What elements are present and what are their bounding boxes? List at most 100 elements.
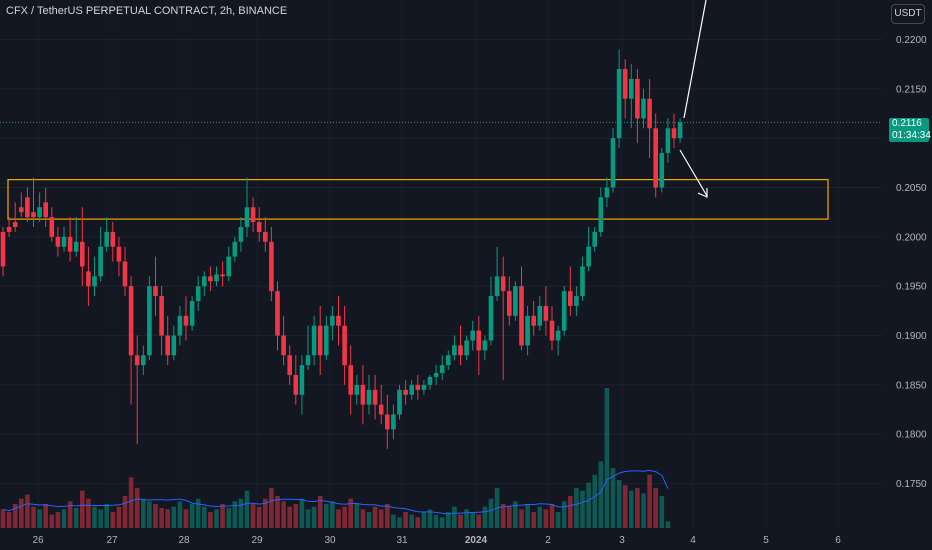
candle-body: [653, 128, 658, 188]
candle-body: [574, 296, 579, 306]
candle-body: [610, 138, 616, 188]
price-axis[interactable]: 0.22000.21500.21000.20500.20000.19500.19…: [896, 35, 927, 490]
price-tick-label: 0.2050: [896, 183, 927, 194]
volume-bar: [275, 496, 280, 528]
candle-body: [348, 365, 353, 395]
volume-bar: [177, 501, 183, 528]
volume-bar: [665, 521, 671, 528]
candle-body: [256, 222, 262, 232]
volume-bar: [86, 498, 91, 528]
candle-body: [677, 122, 683, 139]
volume-bar: [269, 488, 274, 528]
volume-bar: [214, 509, 219, 528]
candle-body: [110, 231, 116, 247]
volume-bar: [37, 509, 42, 528]
candle-body: [80, 241, 85, 267]
time-axis[interactable]: 26 27 28 29 30 31 2024 2 3 4 5 6: [32, 535, 841, 546]
candle-body: [116, 246, 122, 262]
candle-body: [98, 246, 103, 277]
candle-body: [366, 389, 372, 405]
candle-body: [616, 69, 622, 139]
candle-body: [147, 286, 152, 356]
volume-bar: [263, 498, 268, 528]
candle-body: [134, 355, 140, 366]
candle-body: [397, 389, 402, 415]
candle-body: [458, 345, 463, 356]
volume-bar: [488, 498, 494, 528]
volume-bar: [232, 501, 238, 528]
volume-bar: [171, 506, 177, 528]
volume-bar: [549, 504, 555, 528]
volume-bar: [159, 508, 164, 528]
candle-body: [214, 274, 219, 282]
time-tick-label: 30: [324, 535, 336, 546]
volume-bar: [61, 509, 67, 528]
time-tick-label: 27: [106, 535, 118, 546]
volume-bar: [446, 512, 451, 528]
volume-bar: [55, 512, 61, 528]
volume-bar: [12, 504, 18, 528]
volume-bar: [653, 488, 658, 528]
volume-bar: [482, 506, 488, 528]
candle-body: [6, 226, 12, 232]
volume-bar: [592, 474, 597, 528]
price-tick-label: 0.2000: [896, 232, 927, 243]
volume-bar: [452, 506, 457, 528]
candle-body: [183, 315, 189, 326]
candle-body: [421, 384, 427, 390]
candle-body: [220, 274, 225, 277]
candle-body: [0, 231, 6, 267]
volume-bar: [220, 504, 225, 528]
volume-bar: [397, 517, 402, 528]
volume-bar: [574, 488, 579, 528]
candle-body: [208, 276, 213, 282]
candle-body: [360, 384, 366, 405]
volume-bar: [0, 509, 6, 528]
resistance-zone[interactable]: [7, 179, 829, 220]
candle-body: [189, 301, 195, 326]
volume-bar: [354, 504, 360, 528]
volume-bar: [183, 509, 189, 528]
time-tick-label: 29: [251, 535, 263, 546]
volume-bar: [19, 498, 24, 528]
projection-arrows[interactable]: [679, 0, 708, 198]
volume-bar: [391, 514, 396, 528]
price-tick-label: 0.1800: [896, 430, 927, 441]
volume-bar: [458, 514, 463, 528]
volume-bar: [67, 501, 73, 528]
currency-button[interactable]: USDT: [891, 4, 925, 24]
candle-body: [49, 217, 55, 237]
time-tick-label: 2: [545, 535, 551, 546]
candle-body: [378, 404, 384, 415]
candle-body: [507, 291, 512, 316]
candle-body: [598, 197, 604, 232]
candlesticks: [0, 49, 683, 450]
candle-body: [470, 330, 475, 341]
time-tick-label: 3: [619, 535, 625, 546]
candle-body: [488, 296, 494, 341]
volume-bar: [470, 512, 475, 528]
candle-body: [403, 389, 408, 395]
volume-bar: [202, 506, 207, 528]
volume-bar: [598, 461, 604, 528]
volume-bar: [128, 477, 134, 528]
volume-bar: [415, 517, 421, 528]
candle-body: [452, 345, 457, 356]
volume-bar: [342, 506, 347, 528]
volume-bar: [433, 514, 439, 528]
candle-body: [31, 212, 36, 218]
volume-bar: [256, 506, 262, 528]
price-tick-label: 0.2150: [896, 84, 927, 95]
time-tick-label: 6: [835, 535, 841, 546]
volume-bar: [226, 508, 231, 528]
volume-bar: [281, 501, 286, 528]
volume-bar: [629, 490, 634, 528]
volume-bar: [641, 493, 646, 528]
volume-bar: [317, 496, 323, 528]
candle-body: [433, 373, 439, 378]
candle-body: [311, 325, 317, 356]
volume-bar: [25, 494, 30, 528]
candle-body: [568, 291, 573, 306]
candle-body: [385, 414, 390, 430]
